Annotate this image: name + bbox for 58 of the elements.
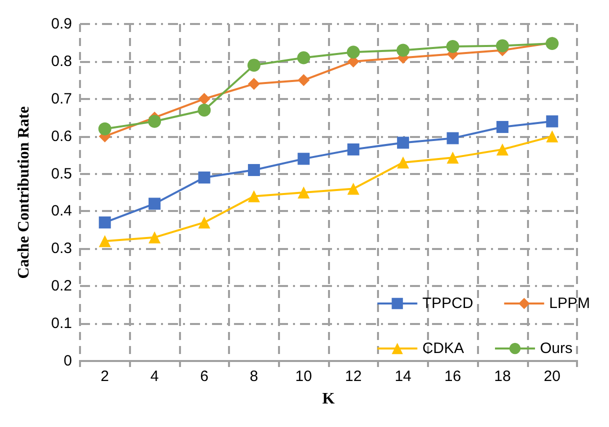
- x-axis-title: K: [322, 390, 336, 408]
- x-tick-label: 18: [494, 368, 511, 385]
- y-tick-label: 0.9: [51, 16, 72, 32]
- point: [397, 156, 410, 169]
- x-tick-label: 14: [394, 368, 412, 385]
- point: [446, 132, 459, 144]
- point: [148, 231, 161, 244]
- y-tick-label: 0.8: [51, 52, 72, 70]
- point: [297, 51, 310, 64]
- legend-label: CDKA: [422, 340, 464, 357]
- x-tick-label: 4: [150, 368, 159, 385]
- y-tick-label: 0.6: [51, 128, 72, 145]
- y-tick-label: 0.5: [51, 165, 72, 182]
- point: [546, 115, 558, 128]
- x-tick-label: 20: [544, 368, 560, 385]
- point: [496, 39, 509, 52]
- y-tick-label: 0.3: [51, 240, 72, 258]
- point: [198, 216, 210, 228]
- point: [248, 164, 260, 176]
- point: [546, 130, 558, 142]
- point: [496, 143, 508, 156]
- point: [298, 186, 310, 198]
- point: [198, 104, 211, 117]
- legend-label: TPPCD: [422, 295, 474, 312]
- point: [347, 182, 360, 195]
- y-tick-label: 0.4: [51, 202, 72, 220]
- point: [446, 40, 460, 53]
- point: [347, 143, 360, 156]
- point: [248, 78, 260, 90]
- point: [397, 136, 410, 149]
- y-tick-label: 0.2: [51, 278, 72, 295]
- point: [98, 216, 111, 228]
- point: [198, 172, 210, 184]
- point: [248, 190, 260, 202]
- point: [198, 92, 210, 105]
- y-tick-label: 0: [64, 352, 72, 370]
- point: [298, 74, 310, 86]
- x-tick-label: 10: [295, 368, 312, 385]
- point: [298, 152, 310, 165]
- x-tick-label: 8: [250, 368, 258, 385]
- x-tick-label: 6: [200, 368, 208, 385]
- y-tick-label: 0.1: [51, 315, 72, 332]
- legend-label: LPPM: [549, 295, 590, 312]
- point: [148, 114, 162, 128]
- point: [346, 46, 360, 59]
- point: [496, 120, 508, 133]
- point: [148, 198, 161, 210]
- x-tick-label: 12: [345, 368, 362, 385]
- x-tick-label: 2: [100, 368, 110, 385]
- x-tick-label: 16: [444, 368, 462, 385]
- point: [396, 44, 410, 57]
- point: [247, 58, 260, 72]
- y-axis-title: Cache Contribution Rate: [16, 106, 32, 279]
- y-tick-label: 0.7: [51, 90, 72, 108]
- point: [98, 235, 111, 248]
- legend-label: Ours: [540, 340, 573, 357]
- point: [446, 152, 459, 164]
- point: [98, 122, 112, 136]
